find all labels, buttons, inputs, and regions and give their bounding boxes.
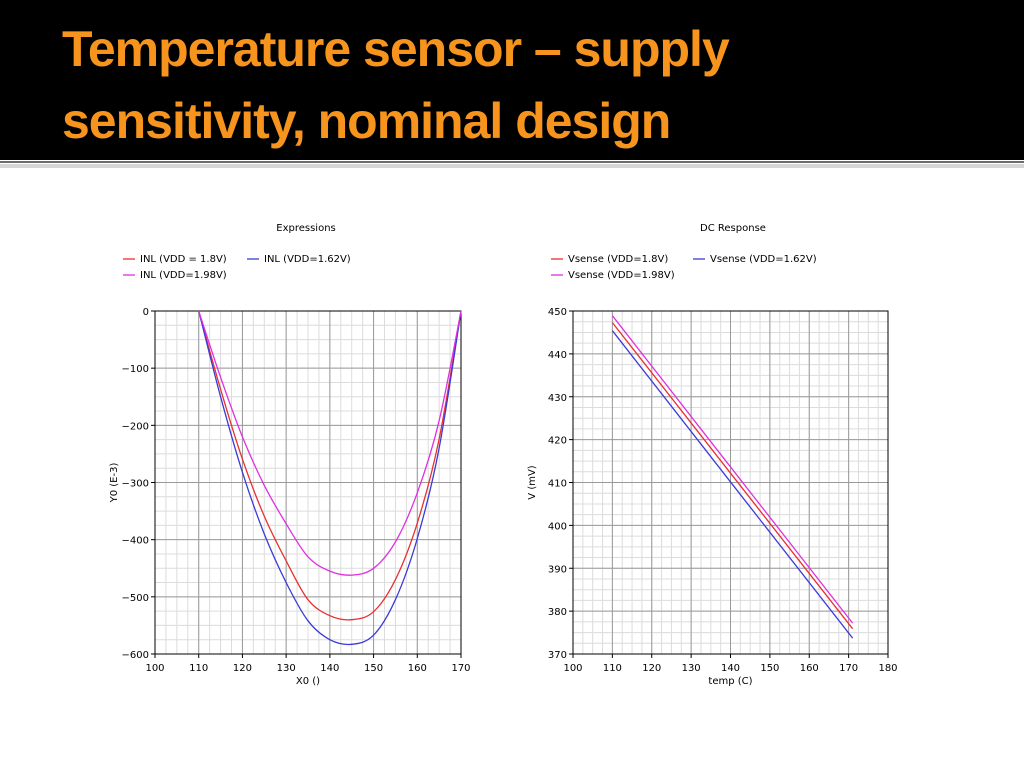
header-divider-light [0,164,1024,168]
chart2-y-tick-label: 450 [548,307,567,318]
chart2-y-tick-label: 420 [548,436,567,447]
chart1-y-tick-label: −600 [122,650,149,661]
chart2-series-line-1 [611,322,854,630]
chart1-x-tick-label: 100 [145,663,164,674]
chart2-x-tick-label: 140 [721,663,740,674]
chart2-y-tick-label: 440 [548,350,567,361]
chart2-y-tick-label: 390 [548,564,567,575]
chart2-series-line-3 [611,315,854,624]
chart1-x-tick-label: 160 [408,663,427,674]
chart2-x-tick-label: 160 [800,663,819,674]
chart1-x-tick-label: 120 [233,663,252,674]
chart2-legend-label-2: Vsense (VDD=1.62V) [710,254,817,265]
chart1-legend-label-2: INL (VDD=1.62V) [264,254,351,265]
chart1-series-line-1 [198,310,462,621]
chart2-series-line-2 [611,330,854,639]
chart2-legend-label-3: Vsense (VDD=1.98V) [568,270,675,281]
chart1-y-tick-label: −500 [122,593,149,604]
chart1-legend-label-3: INL (VDD=1.98V) [140,270,227,281]
chart1-y-tick-label: −400 [122,536,149,547]
chart1-y-tick-label: −100 [122,364,149,375]
chart1-y-axis-label: Y0 (E-3) [109,463,120,504]
chart1-series-line-2 [198,310,462,646]
chart2-x-tick-label: 110 [603,663,622,674]
slide-header: Temperature sensor – supply sensitivity,… [0,0,1024,160]
chart1-legend-label-1: INL (VDD = 1.8V) [140,254,227,265]
slide-title-line-1: Temperature sensor – supply [62,21,730,77]
chart1-title: Expressions [276,223,336,234]
chart2-y-tick-label: 410 [548,479,567,490]
chart2-x-tick-label: 170 [839,663,858,674]
chart1-x-tick-label: 140 [320,663,339,674]
chart1-x-tick-label: 110 [189,663,208,674]
chart1-x-tick-label: 150 [364,663,383,674]
chart1-y-tick-label: −300 [122,479,149,490]
chart1-x-axis-label: X0 () [296,676,320,687]
header-divider-dark [0,161,1024,163]
chart2-y-tick-label: 430 [548,393,567,404]
chart2-x-tick-label: 100 [563,663,582,674]
chart2-x-tick-label: 120 [642,663,661,674]
chart2-x-tick-label: 180 [878,663,897,674]
chart2-y-axis-label: V (mV) [527,465,538,500]
slide-title-line-2: sensitivity, nominal design [62,93,671,149]
chart1-y-tick-label: −200 [122,421,149,432]
chart2-title: DC Response [700,223,766,234]
chart2-y-tick-label: 400 [548,521,567,532]
chart2-y-tick-label: 370 [548,650,567,661]
chart2-x-axis-label: temp (C) [708,676,752,687]
chart2-x-tick-label: 150 [760,663,779,674]
chart2-y-tick-label: 380 [548,607,567,618]
chart1-x-tick-label: 130 [277,663,296,674]
chart1-y-tick-label: 0 [143,307,149,318]
chart2-legend-label-1: Vsense (VDD=1.8V) [568,254,668,265]
chart1-series-line-3 [198,310,462,576]
chart2-x-tick-label: 130 [682,663,701,674]
chart1-x-tick-label: 170 [451,663,470,674]
